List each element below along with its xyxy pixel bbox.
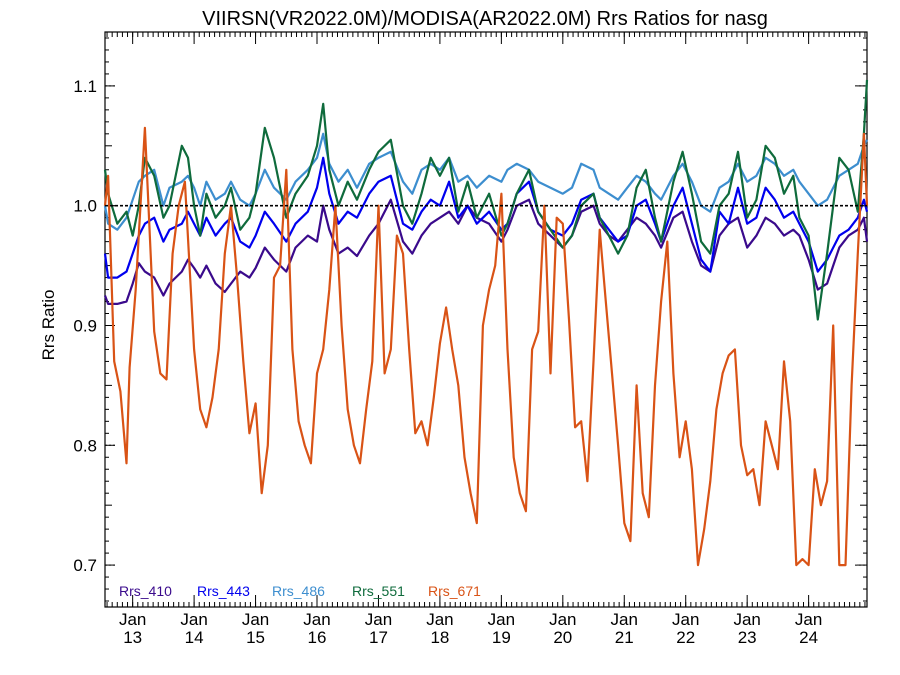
legend-entry-rrs-443: Rrs_443 [197,583,250,599]
x-tick-label-year: 15 [246,628,265,647]
x-tick-label-year: 22 [676,628,695,647]
x-tick-label-year: 14 [185,628,204,647]
chart-title: VIIRSN(VR2022.0M)/MODISA(AR2022.0M) Rrs … [202,8,768,30]
x-tick-label-year: 13 [123,628,142,647]
series-line-rrs-671 [103,126,869,567]
series-line-rrs-551 [103,79,869,321]
series-line-rrs-443 [103,156,869,279]
y-axis-label: Rrs Ratio [39,290,58,361]
x-tick-label-month: Jan [180,610,207,629]
y-tick-label: 0.8 [73,436,97,455]
x-tick-label-year: 19 [492,628,511,647]
x-tick-label-month: Jan [611,610,638,629]
y-tick-label: 1.0 [73,197,97,216]
x-tick-label-year: 21 [615,628,634,647]
x-tick-label-month: Jan [488,610,515,629]
x-tick-label-month: Jan [119,610,146,629]
x-tick-label-year: 18 [430,628,449,647]
x-tick-label-month: Jan [303,610,330,629]
y-tick-label: 0.7 [73,556,97,575]
series-line-rrs-410 [103,198,869,305]
x-tick-label-month: Jan [549,610,576,629]
x-tick-label-year: 23 [738,628,757,647]
legend-entry-rrs-410: Rrs_410 [119,583,172,599]
legend-entry-rrs-671: Rrs_671 [428,583,481,599]
legend-entry-rrs-551: Rrs_551 [352,583,405,599]
y-tick-label: 0.9 [73,316,97,335]
x-tick-label-year: 16 [308,628,327,647]
x-tick-label-year: 17 [369,628,388,647]
x-tick-label-year: 24 [799,628,818,647]
legend-entry-rrs-486: Rrs_486 [272,583,325,599]
plot-area: 0.70.80.91.01.1Jan13Jan14Jan15Jan16Jan17… [73,31,869,647]
y-tick-label: 1.1 [73,77,97,96]
x-tick-label-month: Jan [365,610,392,629]
x-tick-label-month: Jan [426,610,453,629]
x-tick-label-year: 20 [553,628,572,647]
x-tick-label-month: Jan [795,610,822,629]
plot-frame [104,31,868,608]
x-tick-label-month: Jan [733,610,760,629]
x-tick-label-month: Jan [672,610,699,629]
series-line-rrs-486 [103,132,868,231]
x-tick-label-month: Jan [242,610,269,629]
